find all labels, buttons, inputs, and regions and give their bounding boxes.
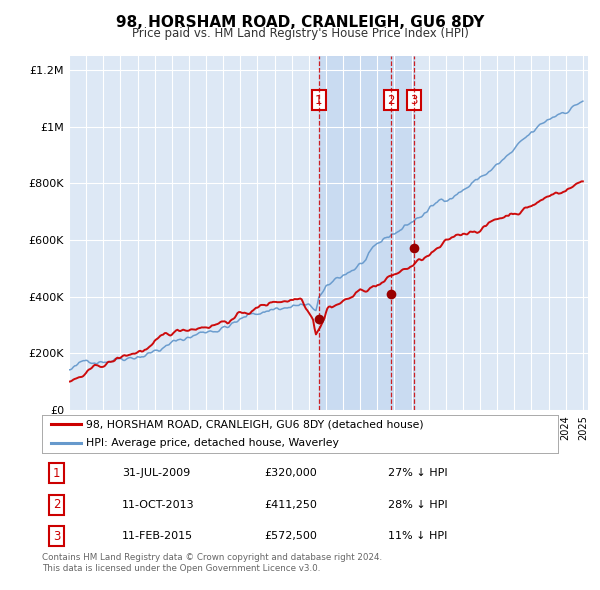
Text: 98, HORSHAM ROAD, CRANLEIGH, GU6 8DY: 98, HORSHAM ROAD, CRANLEIGH, GU6 8DY [116, 15, 484, 30]
Text: 1: 1 [315, 94, 322, 107]
Text: 3: 3 [410, 94, 418, 107]
Text: 11-OCT-2013: 11-OCT-2013 [122, 500, 194, 510]
Text: £411,250: £411,250 [264, 500, 317, 510]
Text: Price paid vs. HM Land Registry's House Price Index (HPI): Price paid vs. HM Land Registry's House … [131, 27, 469, 40]
Bar [319, 56, 413, 410]
Text: 2: 2 [53, 499, 60, 512]
Text: £320,000: £320,000 [264, 468, 317, 478]
Text: HPI: Average price, detached house, Waverley: HPI: Average price, detached house, Wave… [86, 438, 339, 448]
Text: 31-JUL-2009: 31-JUL-2009 [122, 468, 190, 478]
Text: 11% ↓ HPI: 11% ↓ HPI [388, 532, 447, 542]
Text: 98, HORSHAM ROAD, CRANLEIGH, GU6 8DY (detached house): 98, HORSHAM ROAD, CRANLEIGH, GU6 8DY (de… [86, 419, 424, 430]
Text: 2: 2 [387, 94, 394, 107]
Text: £572,500: £572,500 [264, 532, 317, 542]
Text: 11-FEB-2015: 11-FEB-2015 [122, 532, 193, 542]
Text: 27% ↓ HPI: 27% ↓ HPI [388, 468, 448, 478]
Text: Contains HM Land Registry data © Crown copyright and database right 2024.
This d: Contains HM Land Registry data © Crown c… [42, 553, 382, 573]
Text: 1: 1 [53, 467, 60, 480]
Text: 3: 3 [53, 530, 60, 543]
Text: 28% ↓ HPI: 28% ↓ HPI [388, 500, 448, 510]
